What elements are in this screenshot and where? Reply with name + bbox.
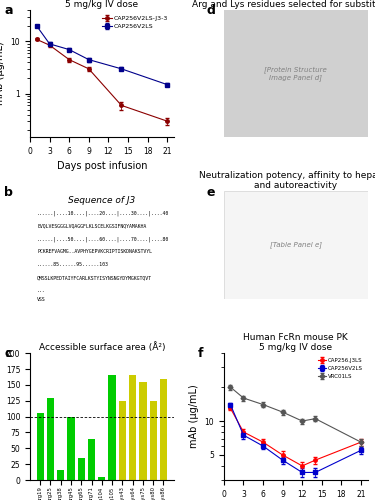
Text: [Protein Structure
Image Panel d]: [Protein Structure Image Panel d] <box>264 66 327 80</box>
Text: QMSSLKPEDTAIYFCARLKSTYISYNSNGYDYMGKGTQVT: QMSSLKPEDTAIYFCARLKSTYISYNSNGYDYMGKGTQVT <box>37 275 152 280</box>
Bar <box>57 470 64 480</box>
X-axis label: Days post infusion: Days post infusion <box>57 161 147 171</box>
Bar <box>140 382 147 480</box>
Text: PCKREFVAGMG..AVPHYGEPVKCRIPTISKDNAKSTVYL: PCKREFVAGMG..AVPHYGEPVKCRIPTISKDNAKSTVYL <box>37 250 152 254</box>
Text: ......85......95......103: ......85......95......103 <box>37 262 109 268</box>
Y-axis label: mAb (μg/mL): mAb (μg/mL) <box>0 42 5 106</box>
Text: VSS: VSS <box>37 297 46 302</box>
Text: ...: ... <box>37 288 46 293</box>
Bar <box>108 376 115 480</box>
Bar <box>68 416 75 480</box>
Bar <box>36 414 44 480</box>
Text: [Table Panel e]: [Table Panel e] <box>270 242 322 248</box>
Text: d: d <box>207 4 216 16</box>
Bar <box>150 400 157 480</box>
Bar <box>88 439 95 480</box>
Title: Arg and Lys residues selected for substitution: Arg and Lys residues selected for substi… <box>192 0 375 9</box>
Text: a: a <box>4 4 13 16</box>
Text: f: f <box>198 347 204 360</box>
Legend: CAP256.J3LS, CAP256V2LS, VRC01LS: CAP256.J3LS, CAP256V2LS, VRC01LS <box>315 356 365 381</box>
Title: Neutralization potency, affinity to heparin,
and autoreactivity: Neutralization potency, affinity to hepa… <box>199 171 375 190</box>
Text: ......|....10....|....20....|....30....|....40: ......|....10....|....20....|....30....|… <box>37 210 170 216</box>
Text: e: e <box>207 186 215 198</box>
Y-axis label: mAb (μg/mL): mAb (μg/mL) <box>189 384 199 448</box>
Title: Human FcRn mouse PK
5 mg/kg IV dose: Human FcRn mouse PK 5 mg/kg IV dose <box>243 333 348 352</box>
Legend: CAP256V2LS-J3-3, CAP256V2LS: CAP256V2LS-J3-3, CAP256V2LS <box>100 13 171 32</box>
Text: EVQLVESGGGLVQAGGFLKLSCELKGSIFNQYAMAKHA: EVQLVESGGGLVQAGGFLKLSCELKGSIFNQYAMAKHA <box>37 224 146 228</box>
Text: Sequence of J3: Sequence of J3 <box>68 196 135 205</box>
Bar <box>98 477 105 480</box>
Text: b: b <box>4 186 13 198</box>
Bar <box>129 376 136 480</box>
Bar <box>119 400 126 480</box>
Bar <box>78 458 85 480</box>
Text: ......|....50....|....60....|....70....|....80: ......|....50....|....60....|....70....|… <box>37 236 170 242</box>
Text: c: c <box>4 347 12 360</box>
Bar <box>47 398 54 480</box>
Title: Human FcRn mouse PK
5 mg/kg IV dose: Human FcRn mouse PK 5 mg/kg IV dose <box>50 0 154 9</box>
Title: Accessible surface area (Å²): Accessible surface area (Å²) <box>39 342 165 352</box>
Bar <box>160 378 167 480</box>
